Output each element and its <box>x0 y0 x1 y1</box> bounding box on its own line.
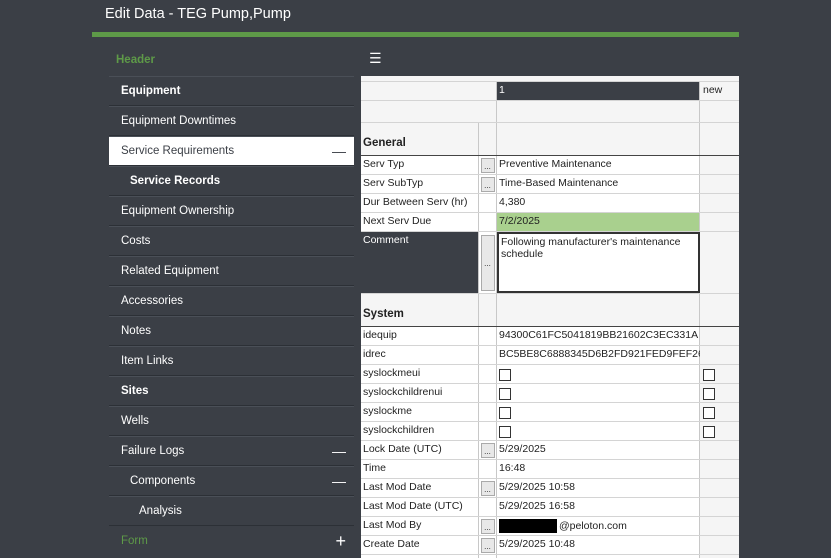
label: Failure Logs <box>121 445 185 457</box>
sidebar-item-sites[interactable]: Sites <box>109 376 354 406</box>
checkbox[interactable] <box>703 388 715 400</box>
label: Service Requirements <box>121 145 235 157</box>
field-label: Last Mod Date (UTC) <box>361 498 479 516</box>
sidebar-item-wells[interactable]: Wells <box>109 406 354 436</box>
sidebar-item-components[interactable]: Components — <box>109 466 354 496</box>
redacted-block <box>499 519 557 533</box>
field-label: syslockchildren <box>361 422 479 440</box>
sidebar-item-service-records[interactable]: Service Records <box>109 166 354 196</box>
sidebar-item-accessories[interactable]: Accessories <box>109 286 354 316</box>
collapse-icon[interactable]: — <box>332 443 346 459</box>
checkbox[interactable] <box>499 369 511 381</box>
serv-typ-field[interactable]: Preventive Maintenance <box>497 156 700 174</box>
sidebar-item-failure-logs[interactable]: Failure Logs — <box>109 436 354 466</box>
lookup-button[interactable]: ... <box>480 176 495 192</box>
field-label: Serv SubTyp <box>361 175 479 193</box>
field-label: Comment <box>361 232 479 293</box>
field-label: Dur Between Serv (hr) <box>361 194 479 212</box>
sidebar-item-equipment[interactable]: Equipment <box>109 76 354 106</box>
menu-icon[interactable]: ☰ <box>361 42 739 76</box>
field-label: syslockmeui <box>361 365 479 383</box>
idequip-field[interactable]: 94300C61FC5041819BB21602C3EC331A <box>497 327 700 345</box>
checkbox[interactable] <box>703 426 715 438</box>
field-label: syslockchildrenui <box>361 384 479 402</box>
sidebar-item-equipment-ownership[interactable]: Equipment Ownership <box>109 196 354 226</box>
checkbox[interactable] <box>703 369 715 381</box>
record-index[interactable]: 1 <box>497 82 700 100</box>
checkbox[interactable] <box>703 407 715 419</box>
time-field[interactable]: 16:48 <box>497 460 700 478</box>
checkbox[interactable] <box>499 407 511 419</box>
section-general: General <box>361 123 479 155</box>
lookup-button[interactable]: ... <box>480 518 495 534</box>
collapse-icon[interactable]: — <box>332 143 346 159</box>
sidebar-item-related-equipment[interactable]: Related Equipment <box>109 256 354 286</box>
sidebar-item-costs[interactable]: Costs <box>109 226 354 256</box>
lookup-button[interactable]: ... <box>480 537 495 553</box>
last-mod-date-utc-field[interactable]: 5/29/2025 16:58 <box>497 498 700 516</box>
next-serv-due-field[interactable]: 7/2/2025 <box>497 213 700 231</box>
idrec-field[interactable]: BC5BE8C6888345D6B2FD921FED9FEF26 <box>497 346 704 364</box>
field-label: Time <box>361 460 479 478</box>
sidebar: Equipment Equipment Downtimes Service Re… <box>109 76 354 556</box>
field-label: syslockme <box>361 403 479 421</box>
data-grid-panel: ☰ 1 new General Serv Typ... Preventive Mai… <box>361 42 739 558</box>
field-label: Last Mod Date <box>361 479 479 497</box>
lookup-button[interactable]: ... <box>480 157 495 173</box>
last-mod-date-field[interactable]: 5/29/2025 10:58 <box>497 479 700 497</box>
checkbox[interactable] <box>499 388 511 400</box>
lookup-button[interactable]: ... <box>480 442 495 458</box>
lock-date-field[interactable]: 5/29/2025 <box>497 441 700 459</box>
lookup-button[interactable]: ... <box>480 480 495 496</box>
sidebar-item-notes[interactable]: Notes <box>109 316 354 346</box>
collapse-icon[interactable]: — <box>332 473 346 489</box>
sidebar-header[interactable]: Header <box>116 54 155 66</box>
dur-field[interactable]: 4,380 <box>497 194 700 212</box>
data-grid: 1 new General Serv Typ... Preventive Maint… <box>361 76 739 558</box>
sidebar-item-service-requirements[interactable]: Service Requirements — <box>109 136 354 166</box>
create-date-field[interactable]: 5/29/2025 10:48 <box>497 536 700 554</box>
serv-subtyp-field[interactable]: Time-Based Maintenance <box>497 175 700 193</box>
email-domain: @peloton.com <box>559 519 627 532</box>
comment-field[interactable]: Following manufacturer's maintenance sch… <box>497 232 700 293</box>
checkbox[interactable] <box>499 426 511 438</box>
field-label: Lock Date (UTC) <box>361 441 479 459</box>
label: Components <box>130 475 196 487</box>
field-label: Create Date <box>361 536 479 554</box>
lookup-button[interactable]: ... <box>480 234 495 291</box>
accent-bar <box>92 32 739 37</box>
field-label: Next Serv Due <box>361 213 479 231</box>
sidebar-item-item-links[interactable]: Item Links <box>109 346 354 376</box>
field-label: Last Mod By <box>361 517 479 535</box>
sidebar-item-form[interactable]: Form + <box>109 526 354 556</box>
last-mod-by-field[interactable]: @peloton.com <box>497 517 700 535</box>
sidebar-item-equipment-downtimes[interactable]: Equipment Downtimes <box>109 106 354 136</box>
sidebar-item-analysis[interactable]: Analysis <box>109 496 354 526</box>
section-system: System <box>361 294 479 326</box>
field-label: idrec <box>361 346 479 364</box>
field-label: Serv Typ <box>361 156 479 174</box>
field-label: idequip <box>361 327 479 345</box>
new-record[interactable]: new <box>700 82 739 100</box>
label: Form <box>121 535 148 547</box>
window-title: Edit Data - TEG Pump,Pump <box>105 6 291 22</box>
expand-icon[interactable]: + <box>335 530 346 551</box>
